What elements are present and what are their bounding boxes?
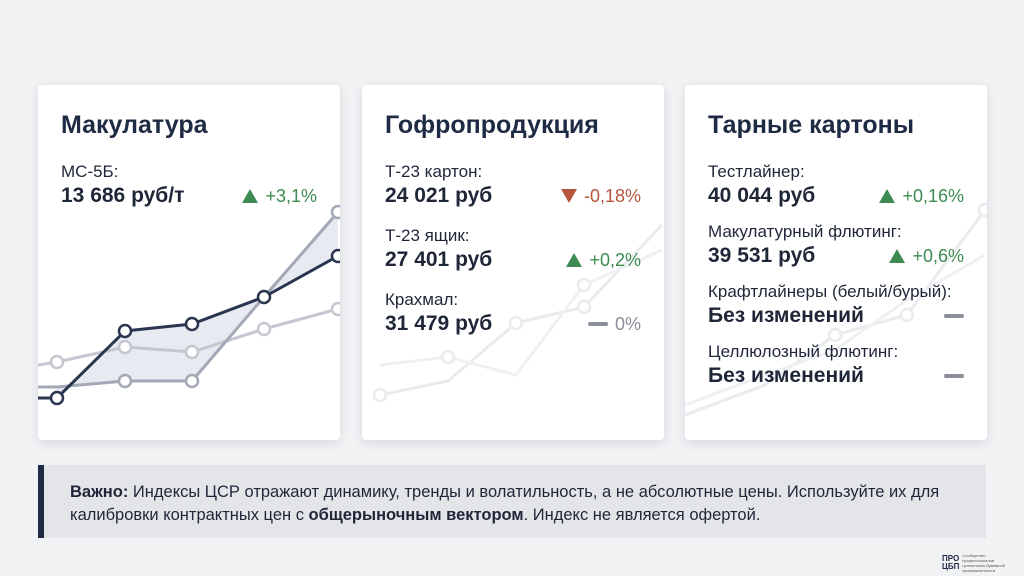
change-text: -0,18%	[583, 185, 641, 206]
price-item: Целлюлозный флютинг: Без изменений	[708, 342, 964, 388]
trend-icon	[889, 249, 906, 263]
trend-icon	[242, 189, 259, 203]
decor-chart	[38, 204, 340, 406]
note-text: Важно:	[70, 483, 129, 501]
trend-icon	[587, 322, 608, 326]
change-text: +3,1%	[265, 185, 317, 206]
trend-icon	[944, 374, 964, 378]
price-value: 24 021 руб	[385, 184, 493, 207]
price-row: 39 531 руб +0,6%	[708, 244, 964, 268]
price-change: +0,6%	[889, 246, 964, 267]
price-row: 40 044 руб +0,16%	[708, 184, 964, 208]
logo-mark: ПРО	[942, 554, 960, 563]
price-item: Крафтлайнеры (белый/бурый): Без изменений	[708, 282, 964, 328]
price-label: Крафтлайнеры (белый/бурый):	[708, 282, 952, 301]
price-label: Т-23 ящик:	[385, 226, 470, 245]
card: Гофропродукция Т-23 картон: 24 021 руб -0,1…	[362, 85, 664, 440]
price-item: Крахмал: 31 479 руб 0%	[385, 290, 641, 336]
decor-chart	[372, 223, 664, 403]
price-change	[944, 314, 964, 318]
note-text: . Индекс не является офертой.	[523, 506, 761, 524]
price-change: -0,18%	[560, 185, 641, 207]
price-value: Без изменений	[708, 304, 864, 327]
trend-icon	[944, 314, 964, 318]
card-title: Гофропродукция	[385, 111, 599, 139]
note-text: общерыночным вектором	[308, 506, 524, 524]
card: Макулатура МС-5Б: 13 686 руб/т +3,1%	[38, 85, 340, 440]
price-value: 13 686 руб/т	[61, 184, 185, 207]
price-label: МС-5Б:	[61, 162, 119, 181]
trend-icon	[560, 189, 577, 203]
price-change: +0,16%	[879, 186, 964, 207]
price-label: Макулатурный флютинг:	[708, 222, 902, 241]
trend-icon	[566, 253, 583, 267]
price-item: Т-23 ящик: 27 401 руб +0,2%	[385, 226, 641, 272]
price-row: 24 021 руб -0,18%	[385, 184, 641, 208]
price-value: 40 044 руб	[708, 184, 816, 207]
card-title: Макулатура	[61, 111, 208, 139]
decor-chart	[685, 202, 987, 417]
price-change: 0%	[587, 313, 641, 335]
note: Важно: Индексы ЦСР отражают динамику, тр…	[38, 465, 986, 538]
card-title: Тарные картоны	[708, 111, 915, 139]
price-value: 31 479 руб	[385, 312, 493, 335]
price-row: 13 686 руб/т +3,1%	[61, 184, 317, 208]
price-label: Целлюлозный флютинг:	[708, 342, 899, 361]
trend-icon	[879, 189, 896, 203]
price-label: Крахмал:	[385, 290, 459, 309]
change-text: +0,6%	[912, 245, 964, 266]
price-value: 27 401 руб	[385, 248, 493, 271]
price-change: +3,1%	[242, 186, 317, 207]
card: Тарные картоны Тестлайнер: 40 044 руб +0,16…	[685, 85, 987, 440]
price-label: Т-23 картон:	[385, 162, 483, 181]
price-item: Т-23 картон: 24 021 руб -0,18%	[385, 162, 641, 208]
price-value: 39 531 руб	[708, 244, 816, 267]
price-change	[944, 374, 964, 378]
price-item: МС-5Б: 13 686 руб/т +3,1%	[61, 162, 317, 208]
price-row: Без изменений	[708, 364, 964, 388]
price-change: +0,2%	[566, 250, 641, 271]
price-row: 27 401 руб +0,2%	[385, 248, 641, 272]
price-row: 31 479 руб 0%	[385, 312, 641, 336]
price-item: Тестлайнер: 40 044 руб +0,16%	[708, 162, 964, 208]
note-text: Индексы ЦСР отражают динамику, тренды и …	[70, 483, 940, 524]
change-text: +0,16%	[902, 185, 964, 206]
logo: ПРО ЦБП Сообщество профессионалов целлюло…	[942, 553, 1018, 573]
price-row: Без изменений	[708, 304, 964, 328]
price-item: Макулатурный флютинг: 39 531 руб +0,6%	[708, 222, 964, 268]
price-label: Тестлайнер:	[708, 162, 805, 181]
change-text: 0%	[614, 313, 641, 334]
logo-caption: Сообщество профессионалов целлюлозно-бум…	[962, 553, 1005, 573]
change-text: +0,2%	[589, 249, 641, 270]
logo-mark: ЦБП	[942, 562, 960, 571]
price-value: Без изменений	[708, 364, 864, 387]
